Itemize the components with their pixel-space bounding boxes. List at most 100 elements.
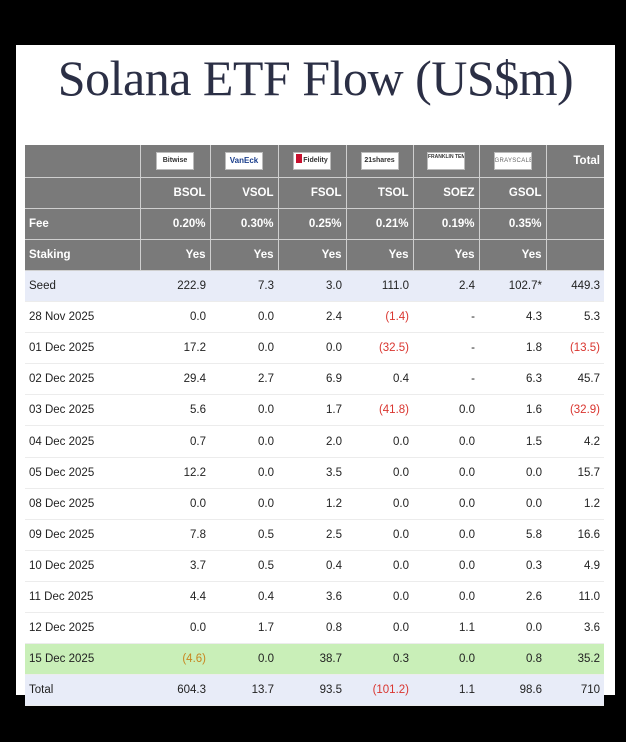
table-row: Seed 222.9 7.3 3.0 111.0 2.4 102.7* 449.3: [25, 270, 604, 303]
flow-cell: 0.8: [479, 643, 546, 676]
fee-cell: 0.30%: [210, 208, 279, 240]
flow-cell: 3.7: [140, 550, 210, 582]
21shares-logo: 21shares: [360, 152, 399, 170]
flow-cell: 0.0: [140, 612, 210, 645]
flow-cell: 0.4: [210, 581, 278, 614]
empty-cell: [546, 177, 604, 209]
fee-cell: 0.19%: [413, 208, 480, 240]
vaneck-logo: VanEck: [225, 152, 263, 170]
table-row: 09 Dec 2025 7.8 0.5 2.5 0.0 0.0 5.8 16.6: [25, 519, 604, 551]
total-header: Total: [546, 145, 604, 178]
row-label: 05 Dec 2025: [25, 457, 140, 489]
issuer-logo-cell: GRAYSCALE: [479, 145, 547, 178]
table-row: 12 Dec 2025 0.0 1.7 0.8 0.0 1.1 0.0 3.6: [25, 612, 604, 645]
row-total-cell: 449.3: [546, 270, 604, 303]
flow-cell: 13.7: [210, 674, 278, 707]
ticker-cell: GSOL: [479, 177, 547, 209]
flow-cell: 0.0: [479, 457, 546, 489]
fidelity-logo-text: Fidelity: [303, 157, 328, 164]
empty-cell: [546, 239, 604, 271]
table-row: 01 Dec 2025 17.2 0.0 0.0 (32.5) -1.8 (13.5): [25, 332, 604, 365]
flow-cell: 0.3: [479, 550, 546, 582]
row-label: 15 Dec 2025: [25, 643, 140, 676]
flow-cell: 0.8: [278, 612, 346, 645]
flow-cell: 2.6: [479, 581, 546, 614]
flow-cell: 12.2: [140, 457, 210, 489]
empty-cell: [546, 208, 604, 240]
flow-cell: 0.0: [210, 394, 278, 427]
staking-cell: Yes: [346, 239, 414, 271]
table-row: 10 Dec 2025 3.7 0.5 0.4 0.0 0.0 0.3 4.9: [25, 550, 604, 582]
fidelity-mark-icon: [296, 154, 303, 163]
flow-cell: 0.0: [210, 301, 278, 334]
flow-cell: 17.2: [140, 332, 210, 365]
row-total-cell: 5.3: [546, 301, 604, 334]
table-row: 08 Dec 2025 0.0 0.0 1.2 0.0 0.0 0.0 1.2: [25, 488, 604, 520]
flow-cell: 0.0: [210, 425, 278, 458]
table-row: 11 Dec 2025 4.4 0.4 3.6 0.0 0.0 2.6 11.0: [25, 581, 604, 614]
flow-cell: 4.4: [140, 581, 210, 614]
flow-cell: 3.0: [278, 270, 346, 303]
page-title: Solana ETF Flow (US$m): [57, 50, 574, 106]
row-total-cell: 3.6: [546, 612, 604, 645]
ticker-cell: SOEZ: [413, 177, 480, 209]
flow-cell: 0.0: [210, 488, 278, 520]
fee-cell: 0.35%: [479, 208, 547, 240]
flow-cell: 0.0: [413, 457, 479, 489]
fidelity-logo: Fidelity: [293, 152, 331, 170]
staking-label: Staking: [25, 239, 141, 271]
row-label: 11 Dec 2025: [25, 581, 140, 614]
flow-cell: 3.6: [278, 581, 346, 614]
flow-cell: 0.5: [210, 519, 278, 551]
row-label: 28 Nov 2025: [25, 301, 140, 334]
etf-flow-card: Solana ETF Flow (US$m) Bitwise VanEck Fi…: [16, 45, 615, 707]
corner-cell: [25, 177, 141, 209]
fee-label: Fee: [25, 208, 141, 240]
row-total-cell: (13.5): [546, 332, 604, 365]
row-label: 08 Dec 2025: [25, 488, 140, 520]
flow-cell: 0.0: [413, 394, 479, 427]
table-body: Bitwise VanEck Fidelity 21shares FRANKLI…: [25, 145, 604, 707]
row-total-cell: 1.2: [546, 488, 604, 520]
flow-cell: 93.5: [278, 674, 346, 707]
flow-cell: 0.0: [210, 643, 278, 676]
flow-cell: 6.9: [278, 363, 346, 396]
flow-cell: 0.4: [278, 550, 346, 582]
flow-cell: 102.7*: [479, 270, 546, 303]
flow-cell: 1.8: [479, 332, 546, 365]
flow-cell: 0.0: [346, 550, 413, 582]
row-total-cell: 4.9: [546, 550, 604, 582]
franklin-templeton-logo: FRANKLIN TEMPLETON: [427, 152, 465, 170]
flow-cell: 2.7: [210, 363, 278, 396]
flow-cell: 111.0: [346, 270, 413, 303]
flow-cell: 3.5: [278, 457, 346, 489]
flow-cell: 0.0: [210, 457, 278, 489]
flow-cell: 0.0: [413, 550, 479, 582]
row-total-cell: 4.2: [546, 425, 604, 458]
row-total-cell: 35.2: [546, 643, 604, 676]
staking-cell: Yes: [210, 239, 279, 271]
table-row: 02 Dec 2025 29.4 2.7 6.9 0.4-6.3 45.7: [25, 363, 604, 396]
ticker-header-row: BSOL VSOL FSOL TSOL SOEZ GSOL: [25, 177, 604, 209]
row-label: 12 Dec 2025: [25, 612, 140, 645]
flow-cell: (101.2): [346, 674, 413, 707]
flow-cell: 1.6: [479, 394, 546, 427]
ticker-cell: BSOL: [140, 177, 211, 209]
flow-cell: 7.3: [210, 270, 278, 303]
flow-cell: 0.0: [210, 332, 278, 365]
row-total-cell: 11.0: [546, 581, 604, 614]
issuer-logo-cell: 21shares: [346, 145, 414, 178]
issuer-logo-cell: FRANKLIN TEMPLETON: [413, 145, 480, 178]
flow-cell: 1.1: [413, 612, 479, 645]
staking-row: Staking Yes Yes Yes Yes Yes Yes: [25, 239, 604, 271]
ticker-cell: FSOL: [278, 177, 347, 209]
row-label: 04 Dec 2025: [25, 425, 140, 458]
flow-cell: 0.0: [346, 581, 413, 614]
flow-cell: 222.9: [140, 270, 210, 303]
grayscale-logo: GRAYSCALE: [493, 152, 532, 170]
flow-cell: 0.0: [346, 457, 413, 489]
flow-cell: 1.7: [210, 612, 278, 645]
flow-cell: 1.2: [278, 488, 346, 520]
flow-cell: -: [413, 332, 479, 365]
flow-cell: (1.4): [346, 301, 413, 334]
